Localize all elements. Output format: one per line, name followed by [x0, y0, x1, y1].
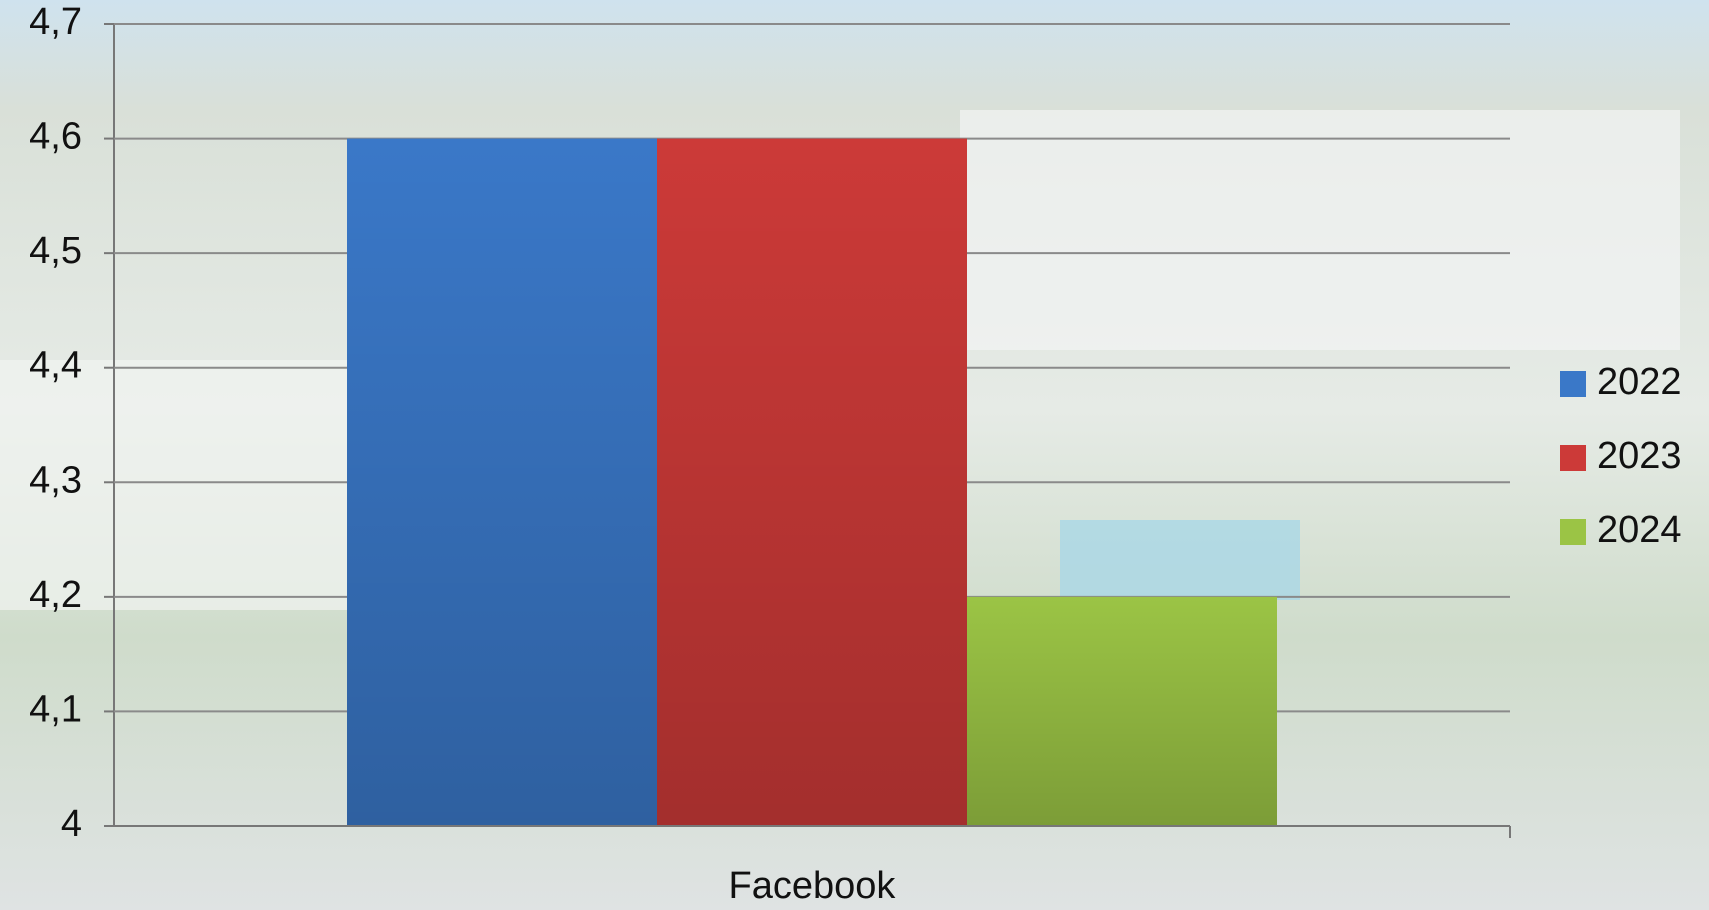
- bar-shade: [347, 138, 657, 827]
- y-tick-label: 4,1: [29, 688, 82, 730]
- legend-swatch: [1560, 371, 1586, 397]
- legend-label: 2023: [1597, 435, 1682, 477]
- y-tick-label: 4,3: [29, 459, 82, 501]
- y-tick-label: 4,2: [29, 574, 82, 616]
- y-tick-label: 4,5: [29, 230, 82, 272]
- background-building: [0, 360, 360, 610]
- bar-shade: [967, 596, 1277, 826]
- bar-shade: [657, 138, 967, 827]
- background-pool: [1060, 520, 1300, 600]
- y-tick-label: 4,7: [29, 1, 82, 43]
- legend-swatch: [1560, 519, 1586, 545]
- legend-label: 2024: [1597, 509, 1682, 551]
- background-building: [960, 110, 1680, 350]
- y-tick-label: 4,6: [29, 116, 82, 158]
- legend-swatch: [1560, 445, 1586, 471]
- y-tick-label: 4: [61, 803, 82, 845]
- legend-label: 2022: [1597, 361, 1682, 403]
- x-tick-label: Facebook: [729, 865, 897, 907]
- y-tick-label: 4,4: [29, 345, 82, 387]
